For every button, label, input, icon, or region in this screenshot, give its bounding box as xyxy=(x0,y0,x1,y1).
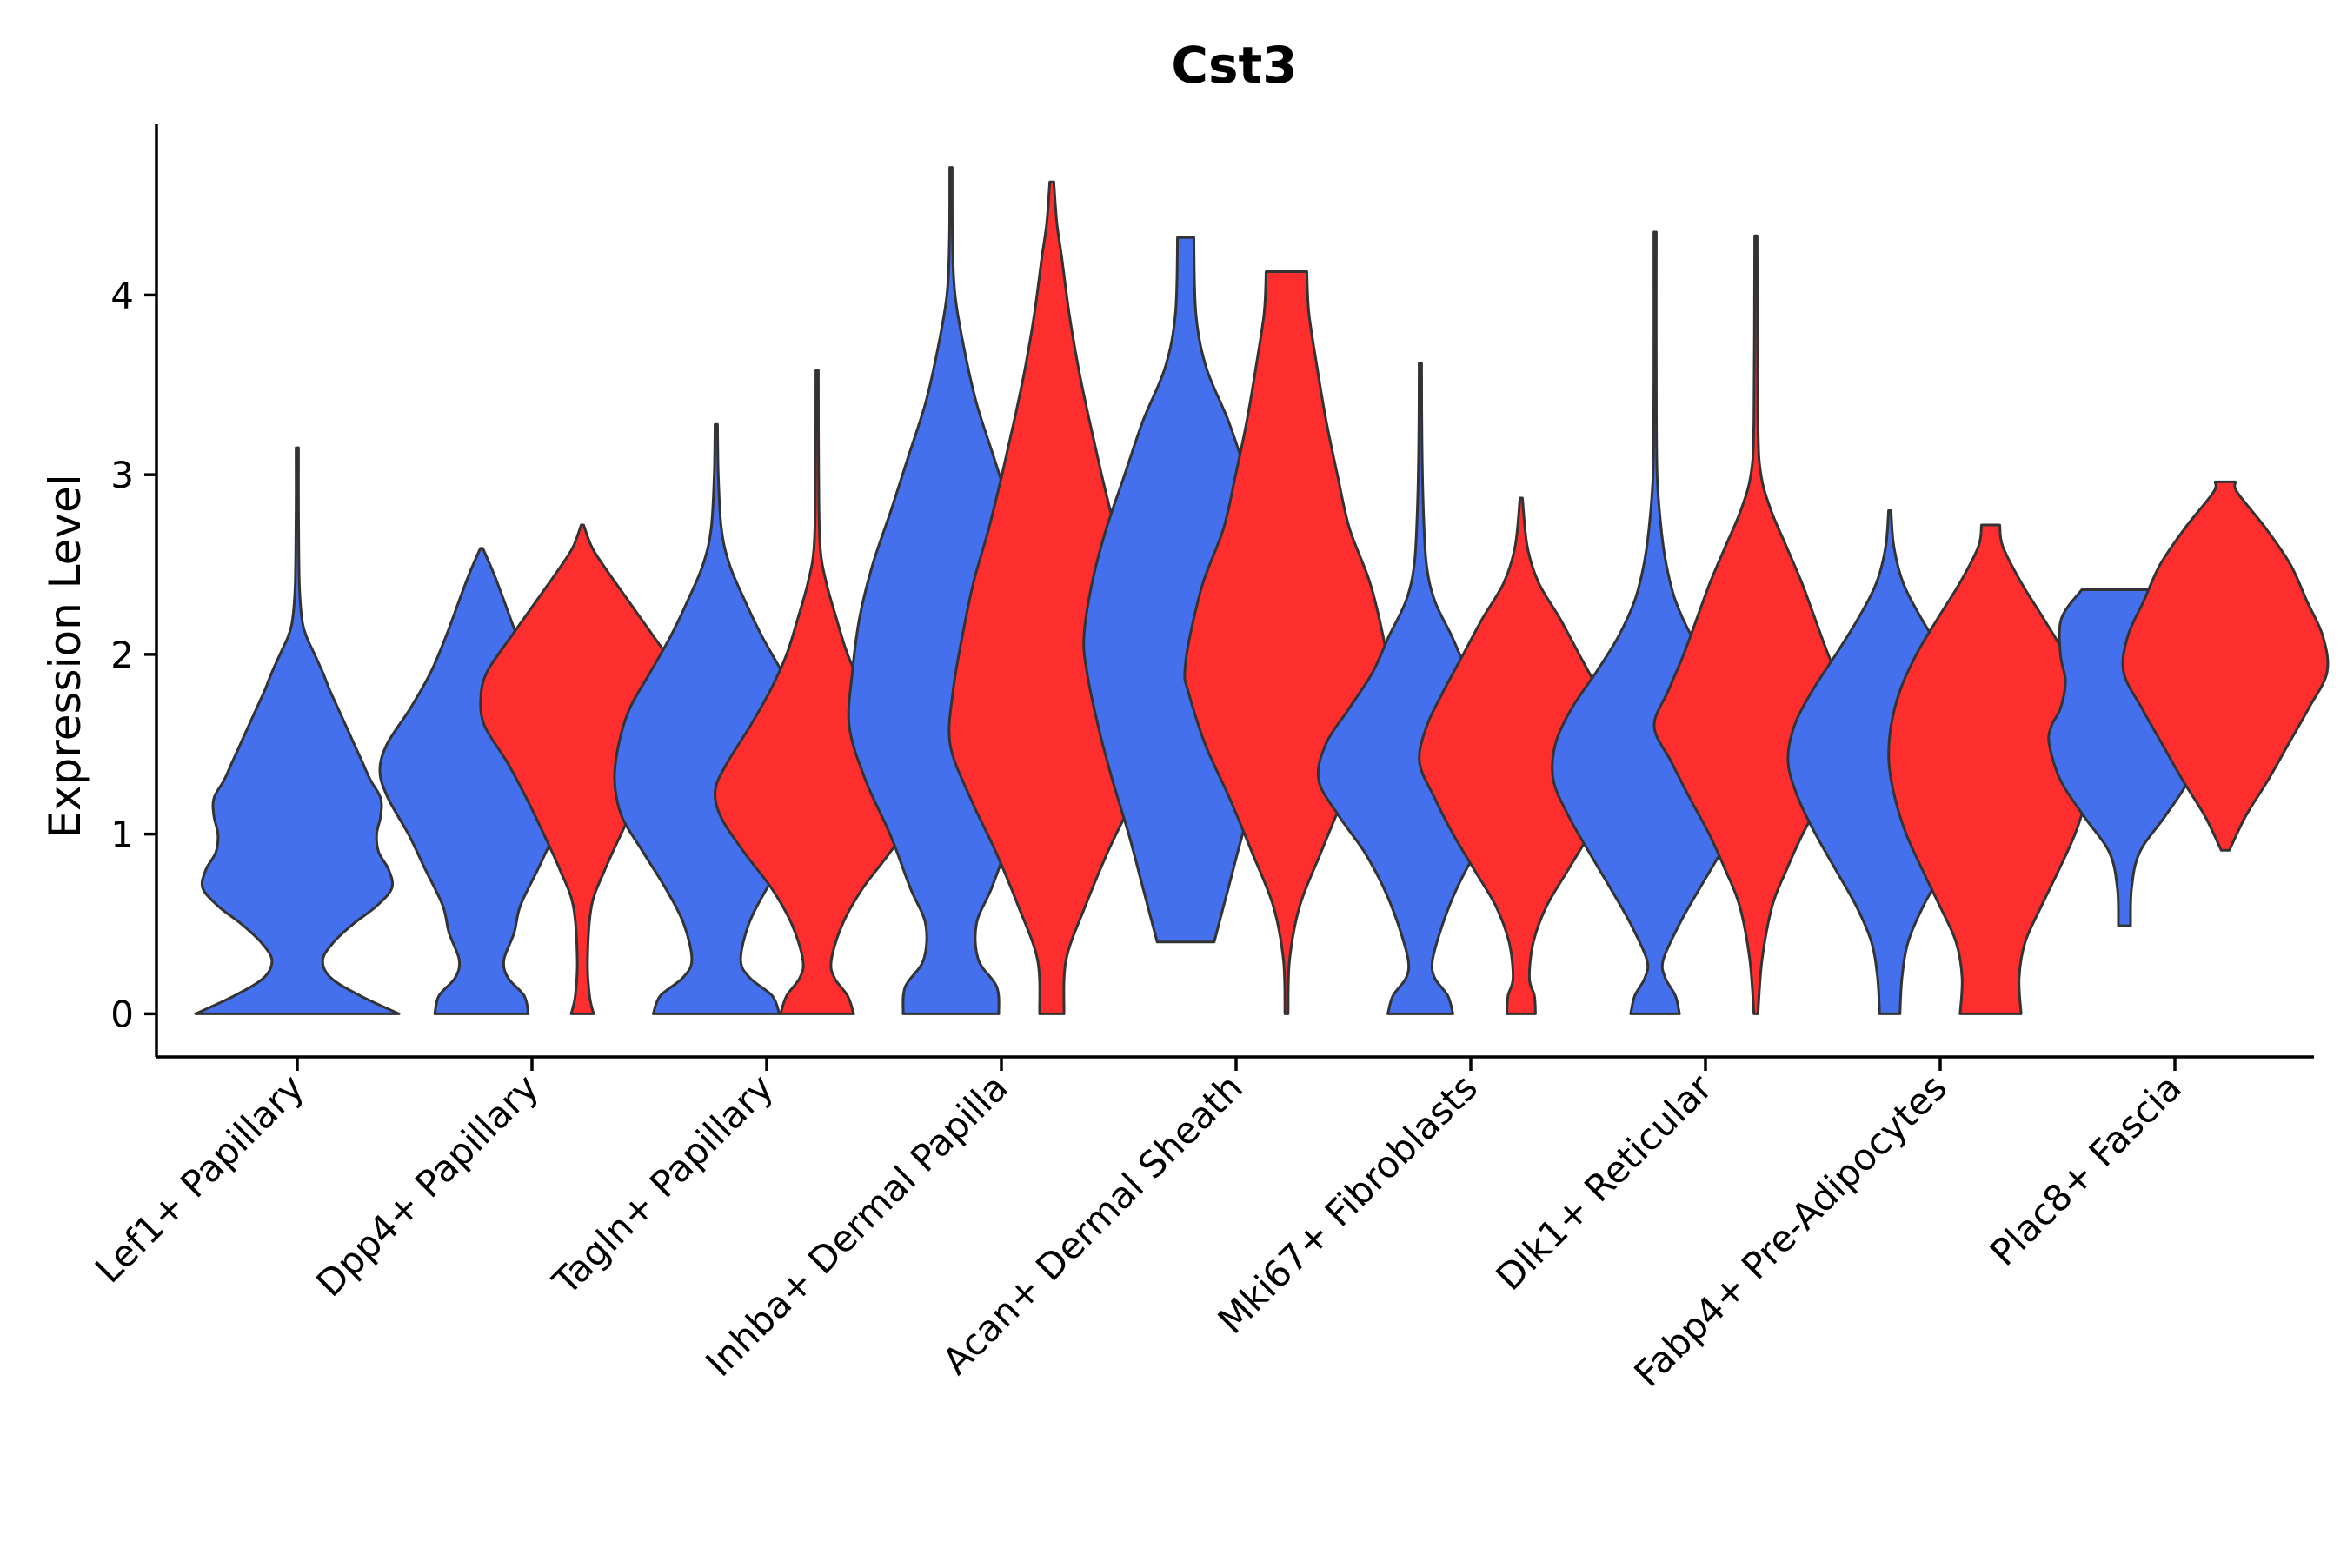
violin-plac8-fascia-red xyxy=(2121,480,2330,852)
x-tick-label: Plac8+ Fascia xyxy=(1982,1066,2190,1273)
y-tick-label: 2 xyxy=(110,634,134,676)
y-tick-label: 1 xyxy=(110,814,134,856)
y-tick-label: 0 xyxy=(110,993,134,1035)
violin-tagln-papillary-red xyxy=(714,369,921,1015)
violins-layer xyxy=(194,166,2330,1015)
x-tick-label: Mki67+ Fibroblasts xyxy=(1210,1066,1486,1341)
y-axis-label: Expression Level xyxy=(40,474,90,838)
violin-dpp4-papillary-blue xyxy=(378,547,585,1015)
violin-dpp4-papillary-red xyxy=(479,523,686,1015)
violin-fabp4-pre-adipocytes-red xyxy=(1887,523,2094,1015)
y-tick-label: 4 xyxy=(110,274,134,316)
y-tick-label: 3 xyxy=(110,454,134,496)
x-tick-label: Dpp4+ Papillary xyxy=(308,1066,547,1305)
chart-title: Cst3 xyxy=(1171,36,1297,95)
violin-mki67-fibroblasts-red xyxy=(1418,496,1625,1015)
x-tick-label: Lef1+ Papillary xyxy=(87,1066,312,1291)
x-tick-label: Tagln+ Papillary xyxy=(544,1066,781,1303)
x-tick-label: Dlk1+ Reticular xyxy=(1488,1066,1721,1299)
violin-lef1-papillary-blue xyxy=(194,446,401,1015)
